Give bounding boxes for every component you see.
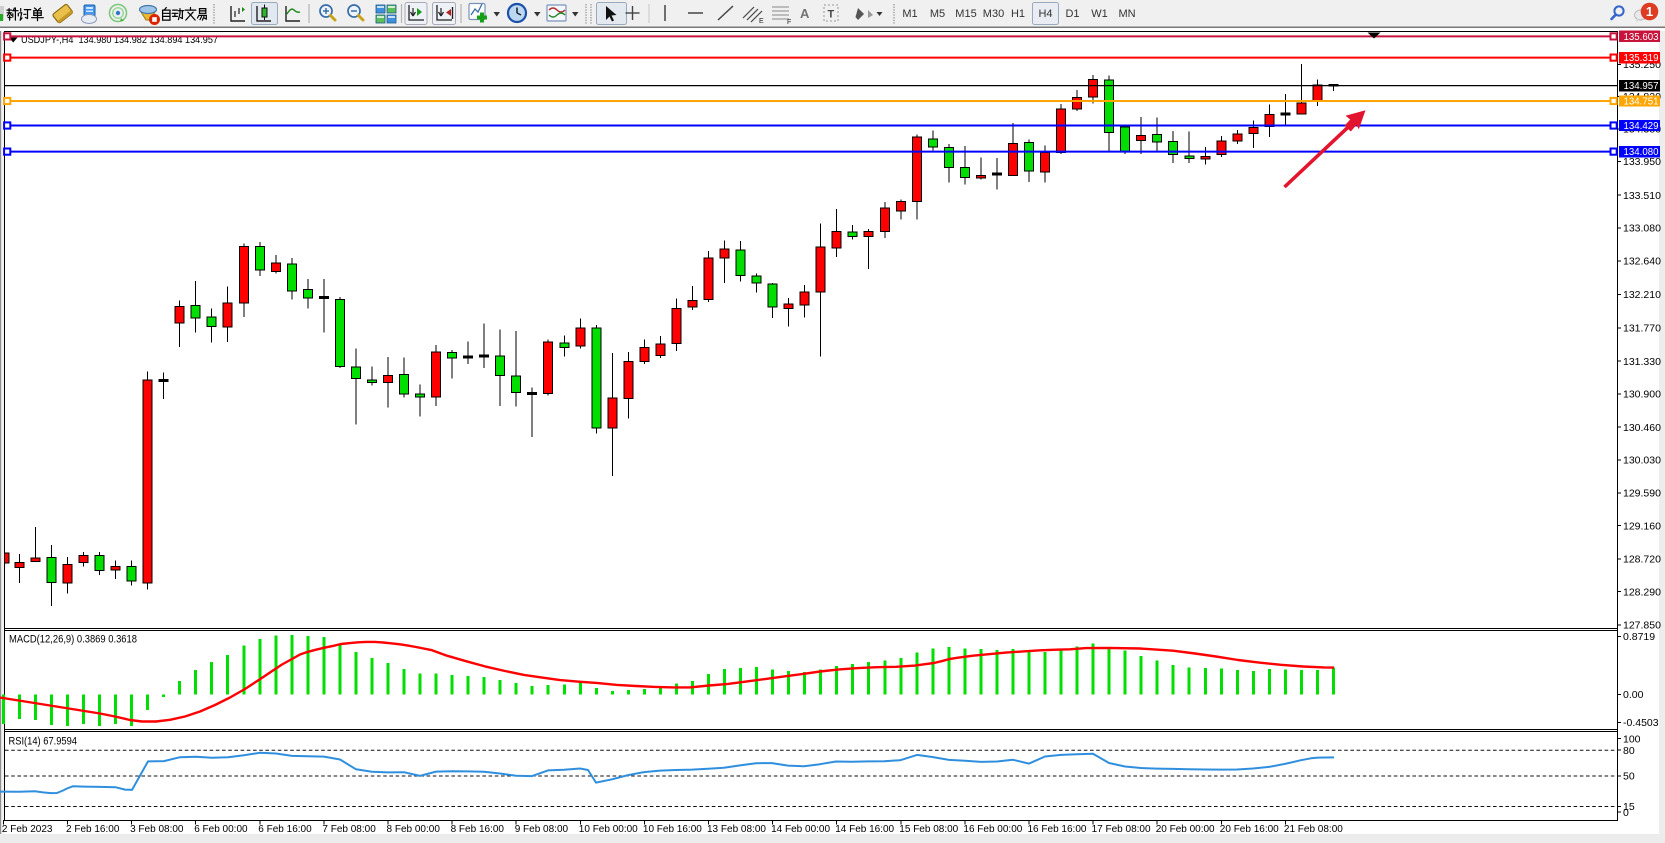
svg-text:80: 80 — [1623, 745, 1635, 757]
svg-text:14 Feb 16:00: 14 Feb 16:00 — [835, 824, 894, 835]
svg-text:131.330: 131.330 — [1623, 356, 1661, 368]
svg-text:50: 50 — [1623, 771, 1635, 783]
svg-text:M15: M15 — [955, 8, 976, 20]
svg-text:2 Feb 16:00: 2 Feb 16:00 — [66, 824, 120, 835]
svg-text:MN: MN — [1118, 8, 1135, 20]
svg-text:MACD(12,26,9) 0.3869 0.3618: MACD(12,26,9) 0.3869 0.3618 — [9, 634, 137, 646]
svg-text:20 Feb 16:00: 20 Feb 16:00 — [1220, 824, 1279, 835]
svg-text:E: E — [759, 18, 764, 25]
svg-text:2 Feb 2023: 2 Feb 2023 — [2, 824, 53, 835]
svg-text:21 Feb 08:00: 21 Feb 08:00 — [1284, 824, 1343, 835]
svg-text:134.429: 134.429 — [1624, 121, 1659, 132]
svg-text:RSI(14) 67.9594: RSI(14) 67.9594 — [9, 735, 78, 747]
svg-text:134.080: 134.080 — [1624, 147, 1660, 158]
svg-text:128.290: 128.290 — [1623, 586, 1661, 598]
svg-text:W1: W1 — [1091, 8, 1108, 20]
svg-text:127.850: 127.850 — [1623, 620, 1661, 632]
svg-text:16 Feb 16:00: 16 Feb 16:00 — [1028, 824, 1087, 835]
svg-text:M30: M30 — [983, 8, 1004, 20]
svg-text:13 Feb 08:00: 13 Feb 08:00 — [707, 824, 766, 835]
svg-text:10 Feb 00:00: 10 Feb 00:00 — [579, 824, 638, 835]
svg-text:129.590: 129.590 — [1623, 488, 1661, 500]
svg-text:15 Feb 08:00: 15 Feb 08:00 — [899, 824, 958, 835]
svg-text:14 Feb 00:00: 14 Feb 00:00 — [771, 824, 830, 835]
svg-text:M1: M1 — [902, 8, 917, 20]
svg-text:M5: M5 — [930, 8, 945, 20]
svg-text:134.957: 134.957 — [1624, 81, 1659, 92]
svg-text:6 Feb 00:00: 6 Feb 00:00 — [194, 824, 248, 835]
svg-text:132.210: 132.210 — [1623, 289, 1661, 301]
svg-text:0.00: 0.00 — [1623, 689, 1644, 701]
svg-text:6 Feb 16:00: 6 Feb 16:00 — [258, 824, 312, 835]
svg-text:D1: D1 — [1065, 8, 1079, 20]
svg-text:H1: H1 — [1011, 8, 1025, 20]
svg-text:16 Feb 00:00: 16 Feb 00:00 — [963, 824, 1022, 835]
svg-text:0: 0 — [1623, 807, 1629, 819]
svg-text:3 Feb 08:00: 3 Feb 08:00 — [130, 824, 184, 835]
svg-text:132.640: 132.640 — [1623, 256, 1661, 268]
svg-text:128.720: 128.720 — [1623, 554, 1661, 566]
svg-text:130.900: 130.900 — [1623, 388, 1661, 400]
svg-text:130.460: 130.460 — [1623, 422, 1661, 434]
svg-text:1: 1 — [1646, 4, 1653, 19]
svg-text:133.080: 133.080 — [1623, 223, 1661, 235]
svg-text:130.030: 130.030 — [1623, 454, 1661, 466]
svg-text:H4: H4 — [1038, 8, 1052, 20]
svg-text:8 Feb 16:00: 8 Feb 16:00 — [451, 824, 505, 835]
svg-text:F: F — [787, 19, 791, 26]
svg-text:20 Feb 00:00: 20 Feb 00:00 — [1156, 824, 1215, 835]
svg-text:15: 15 — [1623, 801, 1635, 813]
svg-text:129.160: 129.160 — [1623, 520, 1661, 532]
svg-text:T: T — [828, 9, 835, 21]
svg-text:135.319: 135.319 — [1624, 53, 1659, 64]
svg-text:131.770: 131.770 — [1623, 323, 1661, 335]
svg-text:9 Feb 08:00: 9 Feb 08:00 — [515, 824, 569, 835]
svg-text:-0.4503: -0.4503 — [1623, 717, 1659, 729]
svg-text:133.510: 133.510 — [1623, 190, 1661, 202]
svg-text:8 Feb 00:00: 8 Feb 00:00 — [387, 824, 441, 835]
svg-text:17 Feb 08:00: 17 Feb 08:00 — [1092, 824, 1151, 835]
svg-text:0.8719: 0.8719 — [1623, 631, 1655, 643]
svg-text:10 Feb 16:00: 10 Feb 16:00 — [643, 824, 702, 835]
svg-text:100: 100 — [1623, 733, 1641, 745]
svg-text:A: A — [800, 6, 810, 21]
svg-text:133.950: 133.950 — [1623, 156, 1661, 168]
svg-text:134.751: 134.751 — [1624, 97, 1659, 108]
svg-text:135.603: 135.603 — [1624, 32, 1659, 43]
svg-text:7 Feb 08:00: 7 Feb 08:00 — [322, 824, 376, 835]
